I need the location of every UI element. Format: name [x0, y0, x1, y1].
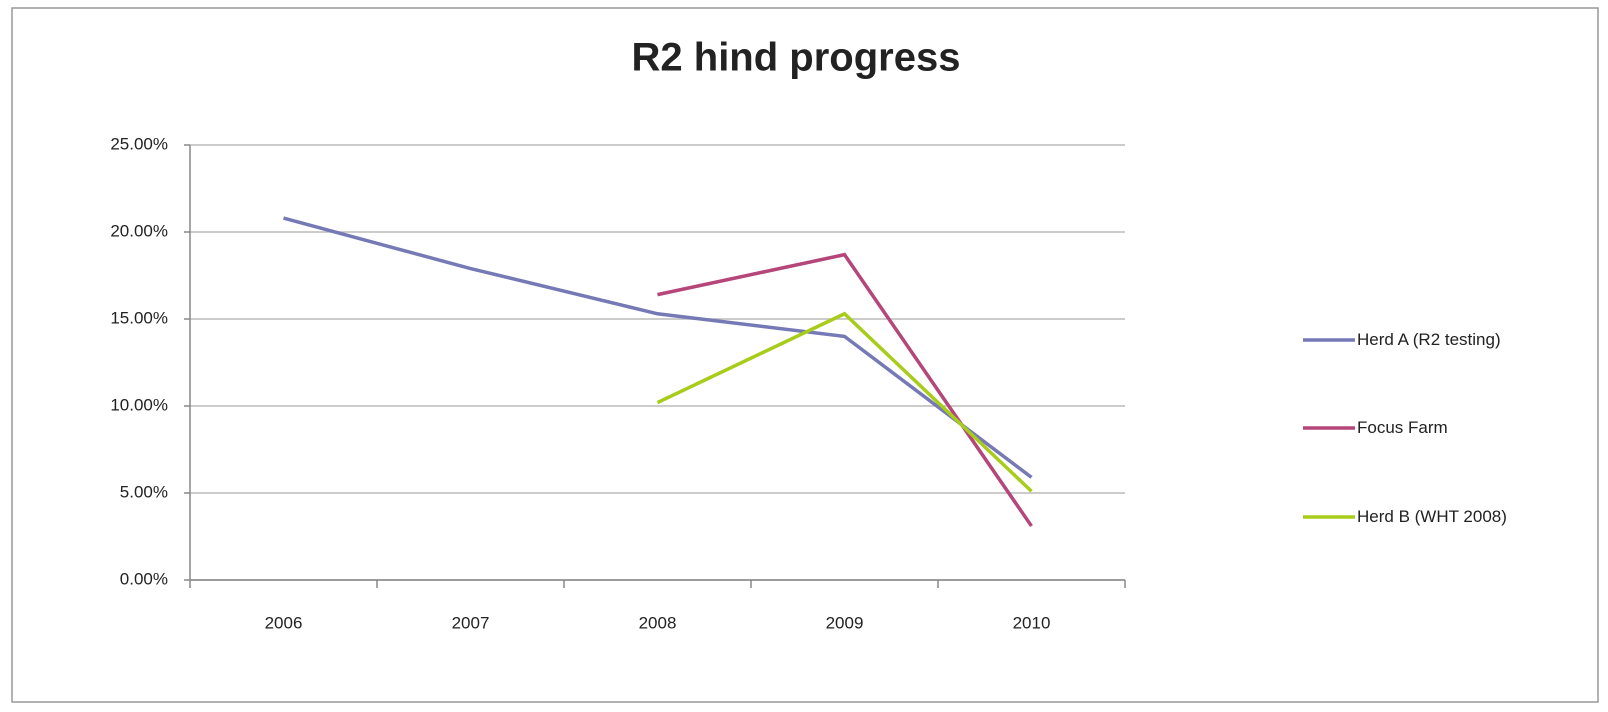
x-tick-label: 2006	[265, 613, 303, 632]
x-tick-label: 2007	[452, 613, 490, 632]
series-line	[656, 311, 1033, 493]
x-tick-label: 2008	[639, 613, 677, 632]
y-tick-label: 5.00%	[120, 482, 168, 501]
chart-border	[11, 7, 1599, 703]
series-line	[283, 216, 1033, 479]
series-line	[657, 252, 1033, 528]
y-tick-label: 15.00%	[110, 308, 168, 327]
legend-label: Herd A (R2 testing)	[1357, 330, 1501, 349]
x-tick-label: 2010	[1013, 613, 1051, 632]
y-tick-label: 25.00%	[110, 134, 168, 153]
chart-title: R2 hind progress	[632, 36, 961, 80]
legend-label: Focus Farm	[1357, 418, 1448, 437]
legend-label: Herd B (WHT 2008)	[1357, 507, 1507, 526]
x-tick-label: 2009	[826, 613, 864, 632]
y-tick-label: 20.00%	[110, 221, 168, 240]
y-tick-label: 10.00%	[110, 395, 168, 414]
y-tick-label: 0.00%	[120, 569, 168, 588]
